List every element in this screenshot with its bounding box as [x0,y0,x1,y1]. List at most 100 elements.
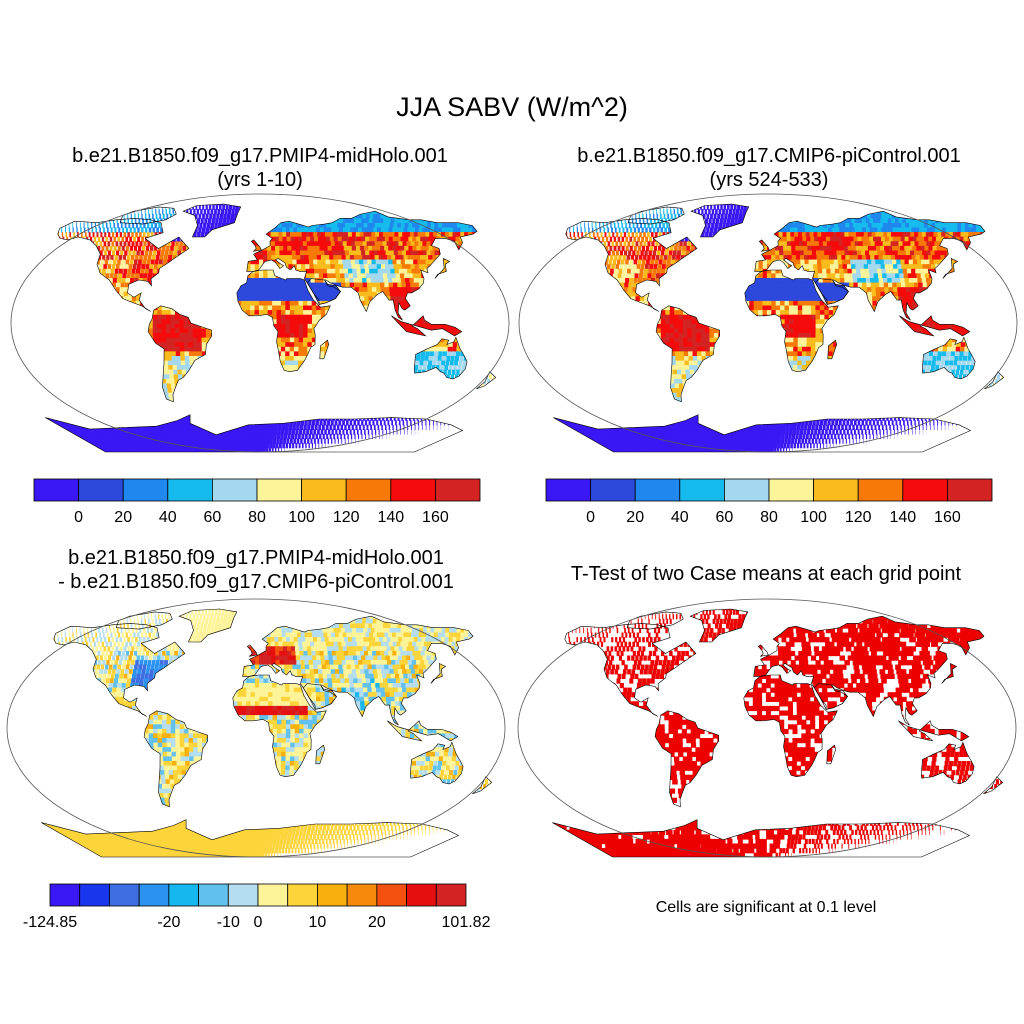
colorbar-reference-case: 0 20 40 60 80 100 120 140 160 [545,478,993,526]
colorbar-swatch [167,478,213,502]
coastline-eurasia [242,615,474,726]
coastline-madagascar [827,339,838,360]
colorbar-tick-label: 0 [254,914,263,931]
coastline-madagascar [315,744,326,765]
coastline-south-america [655,305,721,403]
colorbar-tick-label: 40 [671,509,689,526]
significance-note: Cells are significant at 0.1 level [516,899,1016,917]
coastline-australia [920,741,975,785]
colorbar-swatch [301,478,347,502]
coastline-antarctica [553,414,972,453]
colorbar-test-case: 0 20 40 60 80 100 120 140 160 [33,478,481,526]
panel-title-test-line1: b.e21.B1850.f09_g17.PMIP4-midHolo.001 [10,144,510,168]
colorbar-swatch [634,478,681,502]
coastline-north-america [564,623,697,717]
colorbar-swatch [33,478,79,502]
colorbar-tick-label: 120 [845,509,872,526]
colorbar-swatch [78,478,124,502]
panel-title-reference-line2: (yrs 524-533) [519,168,1019,192]
colorbar-swatch [590,478,636,502]
colorbar-swatch [435,883,467,907]
map-border [517,598,1017,858]
colorbar-swatch [79,883,110,907]
colorbar-swatch [390,478,436,502]
colorbar-tick-label: 60 [204,509,222,526]
coastline-north-america [565,218,698,312]
colorbar-swatch [679,478,725,502]
colorbar-swatch [946,478,993,502]
coastline-antarctica [41,819,460,858]
colorbar-swatch [198,883,229,907]
colorbar-tick-label: 20 [114,509,132,526]
map-border [518,193,1018,453]
coastline-africa [743,674,838,778]
panel-title-difference-line2: - b.e21.B1850.f09_g17.CMIP6-piControl.00… [6,570,506,594]
coastline-south-america [654,710,720,808]
colorbar-tick-label: 0 [74,509,83,526]
map-border [6,598,506,858]
colorbar-tick-label: -10 [217,914,240,931]
coastline-uk [757,644,769,657]
coastline-australia [921,336,976,380]
colorbar-swatch [227,883,259,907]
coastline-eurasia [753,615,985,726]
coastline-antarctica [45,414,464,453]
colorbar-swatch [122,478,169,502]
coastline-indonesia [899,315,971,337]
colorbar-tick-label: 160 [422,509,449,526]
coastline-indonesia [391,315,463,337]
coastline-indonesia [898,720,970,742]
colorbar-tick-label: 20 [368,914,386,931]
map-reference-case [518,193,1018,453]
figure-title: JJA SABV (W/m^2) [0,92,1024,123]
colorbar-tick-label: 80 [760,509,778,526]
colorbar-tick-label: 100 [288,509,315,526]
coastline-japan [430,663,447,684]
colorbar-swatch [211,478,258,502]
colorbar-swatch [857,478,904,502]
colorbar-swatch [257,883,289,907]
coastline-antarctica [552,819,971,858]
map-difference [6,598,506,858]
colorbar-tick-label: 60 [716,509,734,526]
colorbar-difference: -124.85 -20 -10 0 10 20 101.82 [23,883,491,931]
coastline-south-america [143,710,209,808]
coastline-new-zealand [472,776,493,795]
panel-title-difference: b.e21.B1850.f09_g17.PMIP4-midHolo.001 - … [6,546,506,594]
coastline-japan [941,663,958,684]
colorbar-tick-label: 160 [934,509,961,526]
colorbar-swatch [545,478,591,502]
coastlines [552,608,1004,858]
colorbar-tick-label: 101.82 [442,914,491,931]
coastline-new-zealand [476,371,497,390]
colorbar-tick-label: -20 [157,914,180,931]
panel-title-reference: b.e21.B1850.f09_g17.CMIP6-piControl.001 … [519,144,1019,192]
panel-title-difference-line1: b.e21.B1850.f09_g17.PMIP4-midHolo.001 [6,546,506,570]
coastline-new-zealand [984,371,1005,390]
coastline-eurasia [754,210,986,321]
colorbar-swatch [317,883,348,907]
coastline-arabia [302,683,337,710]
coastline-north-america [57,218,190,312]
panel-title-test-line2: (yrs 1-10) [10,168,510,192]
colorbar-tick-label: 40 [159,509,177,526]
colorbar-swatch [256,478,302,502]
colorbar-tick-label: 120 [333,509,360,526]
colorbar-swatch [902,478,948,502]
map-ttest-significance [517,598,1017,858]
coastline-australia [409,741,464,785]
colorbar-tick-label: 10 [309,914,327,931]
coastline-greenland [182,203,242,238]
map-test-case [10,193,510,453]
colorbar-tick-label: -124.85 [23,914,77,931]
panel-title-ttest: T-Test of two Case means at each grid po… [516,562,1016,586]
colorbar-tick-label: 80 [248,509,266,526]
colorbar-swatch [434,478,481,502]
panel-title-test: b.e21.B1850.f09_g17.PMIP4-midHolo.001 (y… [10,144,510,192]
coastline-madagascar [319,339,330,360]
map-border [10,193,510,453]
coastline-uk [250,239,262,252]
coastline-australia [413,336,468,380]
coastline-africa [232,674,327,778]
colorbar-tick-label: 140 [377,509,404,526]
